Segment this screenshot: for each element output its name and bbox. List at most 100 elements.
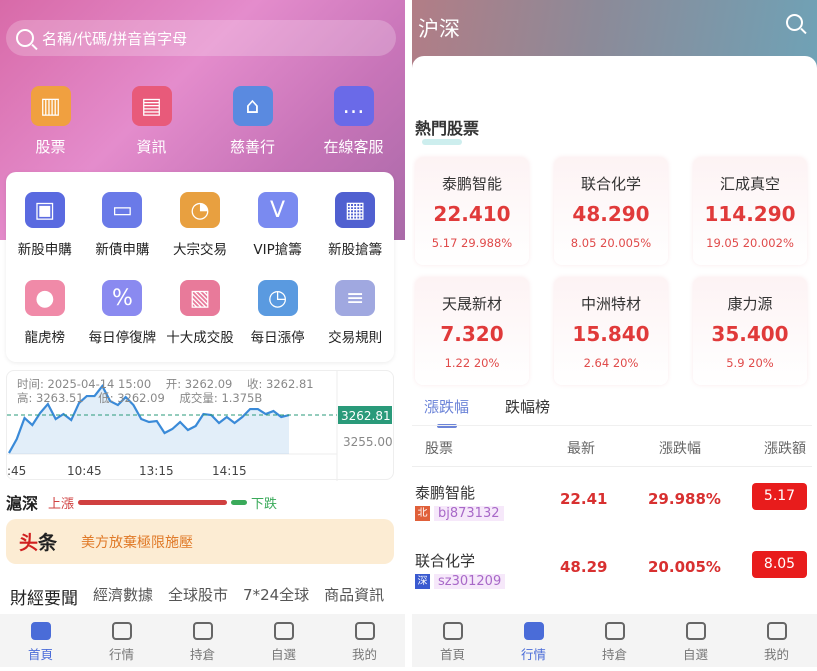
feature-item-6[interactable]: % 每日停復牌 bbox=[84, 280, 162, 368]
shortcut-3[interactable]: … 在線客服 bbox=[303, 86, 404, 157]
nav-home[interactable]: 首頁 bbox=[0, 614, 81, 667]
feature-item-9[interactable]: ≡ 交易規則 bbox=[316, 280, 394, 368]
stock-name: 联合化学 bbox=[415, 552, 476, 570]
hot-stock-card[interactable]: 泰鹏智能 22.410 5.17 29.988% bbox=[415, 157, 529, 265]
feature-item-3[interactable]: V VIP搶籌 bbox=[239, 192, 317, 280]
nav-label: 行情 bbox=[108, 647, 134, 662]
col-change: 漲跌額 bbox=[764, 441, 806, 457]
news-tab-4[interactable]: 商品資訊 bbox=[324, 586, 385, 604]
hot-stock-card[interactable]: 汇成真空 114.290 19.05 20.002% bbox=[693, 157, 807, 265]
up-bar bbox=[78, 499, 227, 505]
feature-item-8[interactable]: ◷ 每日漲停 bbox=[239, 280, 317, 368]
feature-label: 新股搶籌 bbox=[328, 242, 383, 258]
feature-label: 新債申購 bbox=[95, 242, 150, 258]
feature-item-7[interactable]: ▧ 十大成交股 bbox=[161, 280, 239, 368]
nav-label: 自選 bbox=[682, 647, 708, 662]
nav-user[interactable]: 我的 bbox=[324, 614, 405, 667]
index-chart[interactable]: 3262.81 3255.00:45 10:45 13:15 14:15 时间: 202… bbox=[6, 370, 394, 481]
headline-logo: 头条 bbox=[19, 528, 57, 555]
nav-market-chart[interactable]: 行情 bbox=[81, 614, 162, 667]
page-title: 沪深 bbox=[418, 17, 460, 41]
news-tab-2[interactable]: 全球股市 bbox=[168, 586, 229, 604]
tab-gainers[interactable]: 漲跌幅 bbox=[424, 398, 470, 428]
feature-item-4[interactable]: ▦ 新股搶籌 bbox=[316, 192, 394, 280]
market-screen: 沪深 熱門股票 泰鹏智能 22.410 5.17 29.988% 联合化学 48.290… bbox=[412, 0, 817, 671]
stock-name: 汇成真空 bbox=[719, 175, 780, 193]
market-title: 滬深 bbox=[6, 494, 39, 513]
nav-user[interactable]: 我的 bbox=[736, 614, 817, 667]
news-tab-0[interactable]: 財經要聞 bbox=[10, 584, 78, 617]
home-icon bbox=[30, 622, 51, 640]
table-row[interactable]: 泰鹏智能北 bj873132 22.41 29.988% 5.17 bbox=[412, 482, 812, 542]
feature-label: 交易規則 bbox=[328, 330, 383, 346]
stock-code: sz301209 bbox=[434, 574, 506, 589]
shortcut-2[interactable]: ⌂ 慈善行 bbox=[202, 86, 303, 157]
bottom-nav: 首頁 行情 持倉 自選 我的 bbox=[412, 614, 817, 667]
x-tick-label: 10:45 bbox=[67, 464, 102, 478]
up-label: 上漲 bbox=[48, 496, 75, 512]
feature-label: 每日停復牌 bbox=[88, 330, 157, 346]
nav-label: 我的 bbox=[351, 647, 377, 662]
title-underline bbox=[422, 139, 462, 145]
nav-home[interactable]: 首頁 bbox=[412, 614, 493, 667]
tab-losers[interactable]: 跌幅榜 bbox=[505, 398, 551, 416]
stock-price: 22.410 bbox=[433, 202, 511, 226]
nav-checkbox[interactable]: 自選 bbox=[243, 614, 324, 667]
stock-change: 5.17 29.988% bbox=[431, 236, 513, 250]
nav-label: 自選 bbox=[270, 647, 296, 662]
hot-stocks-title: 熱門股票 bbox=[415, 119, 480, 138]
headline-banner[interactable]: 头条 美方放棄極限施壓 bbox=[6, 519, 394, 564]
feature-item-5[interactable]: ● 龍虎榜 bbox=[6, 280, 84, 368]
hot-stock-card[interactable]: 中洲特材 15.840 2.64 20% bbox=[554, 277, 668, 385]
shortcut-0[interactable]: ▥ 股票 bbox=[0, 86, 101, 157]
home-icon bbox=[442, 622, 463, 640]
current-price-label: 3262.81 bbox=[341, 409, 391, 423]
shortcut-label: 慈善行 bbox=[229, 138, 275, 156]
news-tab-1[interactable]: 經濟數據 bbox=[93, 586, 154, 604]
stock-price: 7.320 bbox=[440, 322, 504, 346]
feature-item-1[interactable]: ▭ 新債申購 bbox=[84, 192, 162, 280]
table-row[interactable]: 联合化学深 sz301209 48.29 20.005% 8.05 bbox=[412, 550, 812, 610]
news-tab-3[interactable]: 7*24全球 bbox=[243, 586, 310, 604]
feature-item-2[interactable]: ◔ 大宗交易 bbox=[161, 192, 239, 280]
search-input[interactable]: 名稱/代碼/拼音首字母 bbox=[6, 20, 396, 56]
nav-checkbox[interactable]: 自選 bbox=[655, 614, 736, 667]
discount-tag-icon: % bbox=[102, 280, 143, 316]
stock-name: 康力源 bbox=[727, 295, 773, 313]
feature-item-0[interactable]: ▣ 新股申購 bbox=[6, 192, 84, 280]
feature-label: 龍虎榜 bbox=[24, 330, 66, 346]
logo-part-a: 头 bbox=[19, 532, 39, 554]
checkbox-icon bbox=[685, 622, 706, 640]
shortcut-label: 在線客服 bbox=[323, 138, 384, 156]
safe-icon: ▦ bbox=[335, 192, 376, 228]
ranking-tabs: 漲跌幅 跌幅榜 bbox=[424, 396, 551, 428]
nav-position[interactable]: 持倉 bbox=[162, 614, 243, 667]
market-chart-icon bbox=[523, 622, 544, 640]
top-shortcuts: ▥ 股票 ▤ 資訊 ⌂ 慈善行 … 在線客服 bbox=[0, 86, 405, 157]
nav-label: 持倉 bbox=[189, 647, 215, 662]
hot-stock-card[interactable]: 联合化学 48.290 8.05 20.005% bbox=[554, 157, 668, 265]
nav-position[interactable]: 持倉 bbox=[574, 614, 655, 667]
user-icon bbox=[766, 622, 787, 640]
hot-stock-card[interactable]: 天晟新材 7.320 1.22 20% bbox=[415, 277, 529, 385]
nav-label: 行情 bbox=[520, 647, 546, 662]
shortcut-1[interactable]: ▤ 資訊 bbox=[101, 86, 202, 157]
logo-part-b: 条 bbox=[38, 532, 58, 554]
hot-stock-cards: 泰鹏智能 22.410 5.17 29.988% 联合化学 48.290 8.05 20.… bbox=[415, 157, 811, 385]
latest-price: 22.41 bbox=[560, 490, 608, 508]
table-header: 股票 最新 漲跌幅 漲跌額 bbox=[412, 425, 812, 467]
nav-market-chart[interactable]: 行情 bbox=[493, 614, 574, 667]
market-chart-icon bbox=[111, 622, 132, 640]
position-icon bbox=[604, 622, 625, 640]
hot-stock-card[interactable]: 康力源 35.400 5.9 20% bbox=[693, 277, 807, 385]
market-badge: 北 bbox=[415, 506, 430, 521]
stock-change: 8.05 20.005% bbox=[570, 236, 652, 250]
document-icon: ≡ bbox=[335, 280, 376, 316]
search-icon[interactable] bbox=[786, 14, 803, 31]
report-chart-icon: ▧ bbox=[179, 280, 220, 316]
x-tick-label: 13:15 bbox=[139, 464, 174, 478]
headline-text[interactable]: 美方放棄極限施壓 bbox=[81, 534, 194, 551]
pie-chart-icon: ◔ bbox=[179, 192, 220, 228]
piggy-bank-icon: ● bbox=[24, 280, 65, 316]
col-stock: 股票 bbox=[425, 441, 453, 457]
